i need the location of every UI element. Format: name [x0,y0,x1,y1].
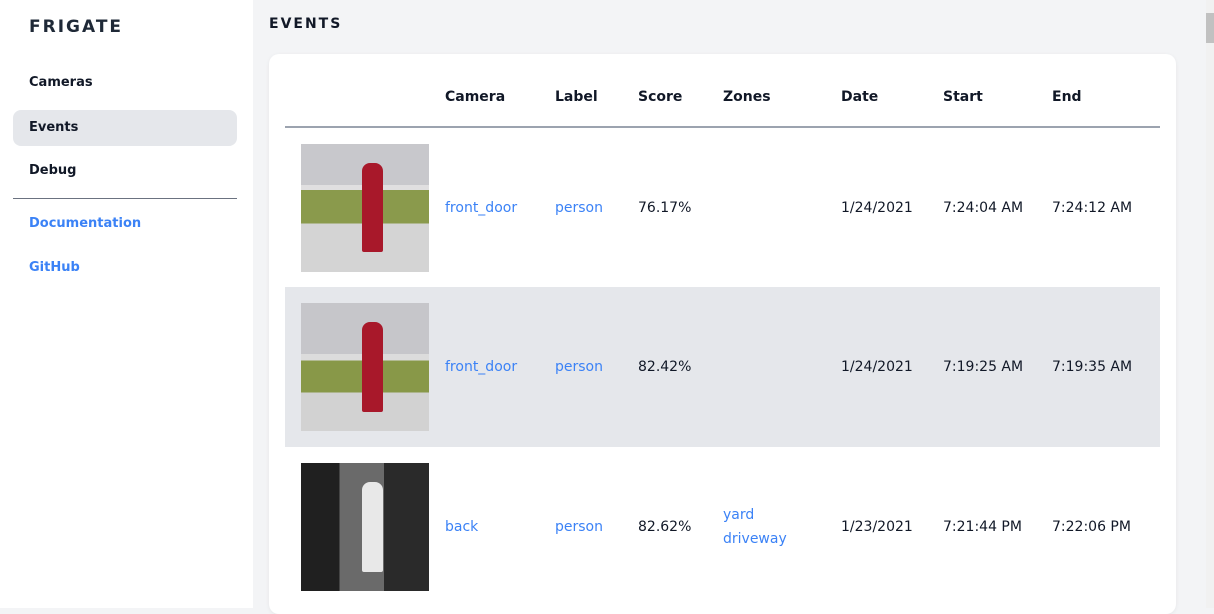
nav-cameras[interactable]: Cameras [29,75,93,90]
camera-link[interactable]: front_door [445,287,555,447]
header-zones: Zones [723,54,841,128]
end-time: 7:24:12 AM [1052,199,1133,216]
header-thumbnail [285,54,445,128]
zone-link[interactable]: yard [723,507,755,523]
date: 1/24/2021 [841,287,943,447]
zone-link[interactable]: driveway [723,531,787,547]
scrollbar-thumb[interactable] [1206,13,1214,43]
nav-events[interactable]: Events [13,110,237,146]
header-start: Start [943,54,1052,128]
date: 1/23/2021 [841,519,913,535]
label-link[interactable]: person [555,199,603,216]
header-camera: Camera [445,54,555,128]
start-time: 7:21:44 PM [943,519,1022,535]
zones [723,287,841,447]
score: 76.17% [638,199,692,216]
header-end: End [1052,54,1160,128]
end-time: 7:19:35 AM [1052,287,1160,447]
zones: yard driveway [723,447,841,607]
sidebar-divider [13,198,237,199]
page-title: EVENTS [269,16,343,32]
events-table: Camera Label Score Zones Date Start End … [285,54,1160,607]
label-link[interactable]: person [555,519,603,535]
sidebar: FRIGATE Cameras Events Debug Documentati… [0,0,253,608]
header-label: Label [555,54,638,128]
score: 82.42% [638,287,723,447]
camera-link[interactable]: back [445,519,479,535]
camera-link[interactable]: front_door [445,199,518,216]
label-link[interactable]: person [555,287,638,447]
event-thumbnail[interactable] [301,303,429,431]
events-card: Camera Label Score Zones Date Start End … [269,54,1176,614]
date: 1/24/2021 [841,199,913,216]
brand-logo[interactable]: FRIGATE [29,17,124,37]
start-time: 7:19:25 AM [943,287,1052,447]
scrollbar[interactable] [1206,0,1214,608]
nav-debug[interactable]: Debug [29,163,77,178]
table-header: Camera Label Score Zones Date Start End [285,54,1160,128]
nav-github[interactable]: GitHub [29,260,80,275]
event-thumbnail[interactable] [301,463,429,591]
table-row[interactable]: back person 82.62% yard driveway 1/23/20… [285,447,1160,607]
nav-documentation[interactable]: Documentation [29,216,142,231]
header-date: Date [841,54,943,128]
table-row[interactable]: front_door person 76.17% 1/24/2021 7:24:… [285,127,1160,287]
score: 82.62% [638,519,692,535]
start-time: 7:24:04 AM [943,199,1024,216]
header-score: Score [638,54,723,128]
table-row[interactable]: front_door person 82.42% 1/24/2021 7:19:… [285,287,1160,447]
end-time: 7:22:06 PM [1052,519,1131,535]
event-thumbnail[interactable] [301,143,429,272]
zones [723,127,841,287]
